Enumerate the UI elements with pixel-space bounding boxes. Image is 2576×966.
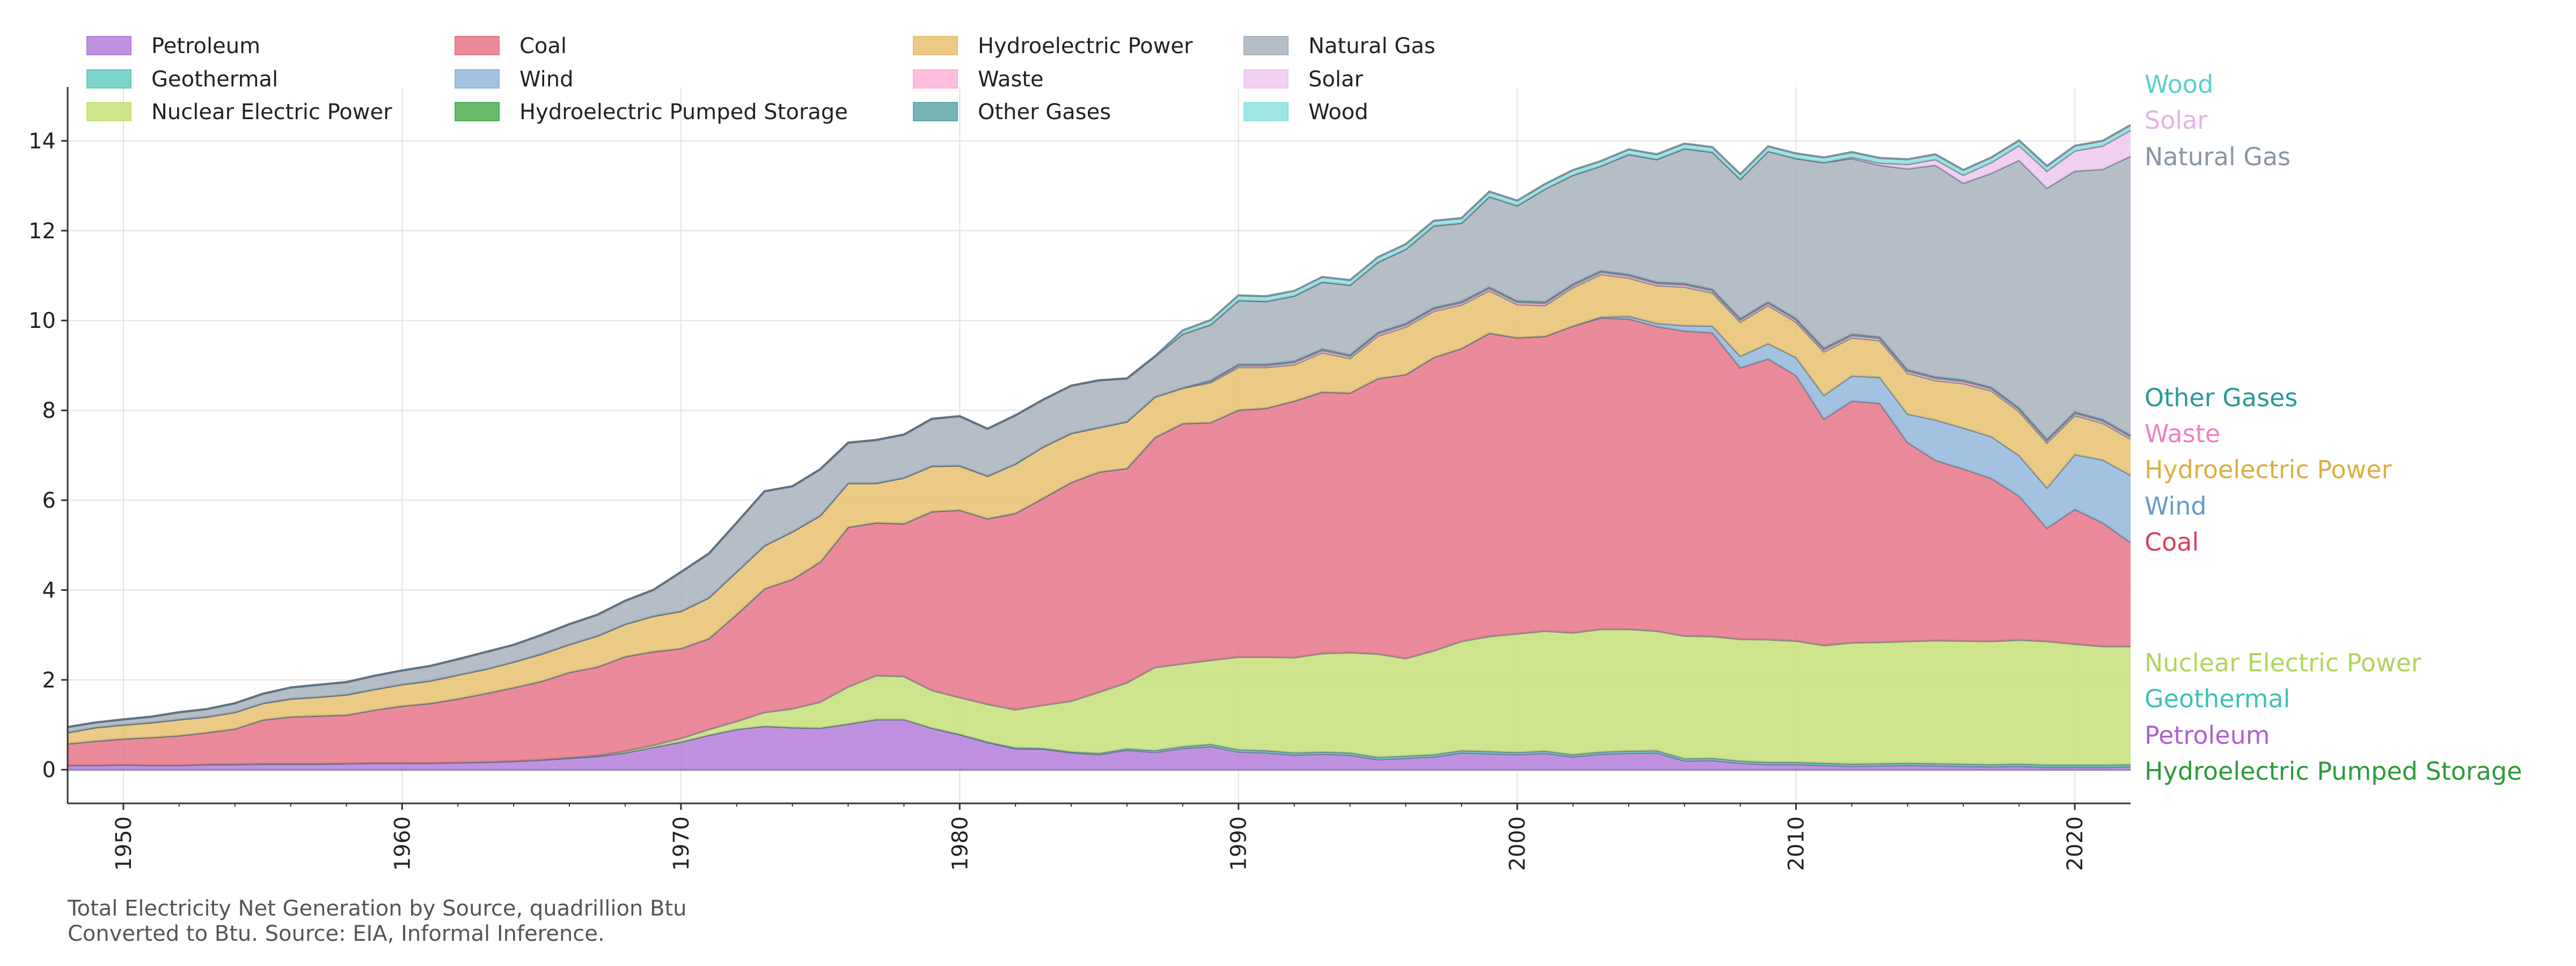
y-tick-label: 14	[28, 129, 56, 153]
end-label-waste: Waste	[2145, 419, 2220, 448]
tick-labels: 0 2 4 6 8 10 12 14 1950 1960 1970 1980 1990 2000 2010 2…	[28, 129, 2088, 870]
y-tick-label: 6	[42, 488, 56, 513]
legend-label-wind: Wind	[519, 67, 574, 92]
y-tick-label: 2	[42, 668, 56, 693]
area-petroleum	[68, 719, 2131, 770]
y-tick-label: 0	[42, 758, 56, 782]
area-edge-wood	[67, 124, 2131, 728]
area-natural-gas	[68, 148, 2131, 733]
legend-swatch-hydroelectric-power	[913, 36, 958, 55]
x-tick-label: 2000	[1505, 816, 1530, 871]
x-tick-label: 1960	[390, 816, 415, 871]
legend-swatch-natural-gas	[1243, 36, 1289, 55]
end-label-hydroelectric-power: Hydroelectric Power	[2145, 455, 2392, 484]
legend-label-natural-gas: Natural Gas	[1308, 34, 1436, 58]
legend-swatch-hydroelectric-pumped-storage	[455, 102, 500, 121]
x-tick-label: 1950	[112, 816, 136, 871]
end-labels: Wood Solar Natural Gas Other Gases Waste Hydr…	[2145, 70, 2522, 786]
legend-swatch-waste	[913, 69, 958, 89]
y-tick-label: 12	[28, 219, 56, 244]
legend-swatch-coal	[455, 36, 500, 55]
legend-swatch-petroleum	[86, 36, 131, 55]
y-tick-label: 10	[28, 309, 56, 333]
legend-label-solar: Solar	[1308, 67, 1363, 92]
end-label-solar: Solar	[2145, 106, 2207, 135]
end-label-coal: Coal	[2145, 528, 2199, 557]
end-label-nuclear-electric-power: Nuclear Electric Power	[2145, 648, 2421, 677]
area-nuclear-electric-power	[68, 629, 2131, 765]
end-label-hydroelectric-pumped-storage: Hydroelectric Pumped Storage	[2145, 757, 2522, 786]
end-label-petroleum: Petroleum	[2145, 721, 2270, 750]
legend-label-nuclear-electric-power: Nuclear Electric Power	[151, 100, 392, 125]
x-tick-label: 2010	[1784, 816, 1809, 871]
x-tick-label: 1980	[948, 816, 972, 871]
legend-label-waste: Waste	[978, 67, 1044, 92]
end-label-wind: Wind	[2145, 492, 2207, 521]
x-tick-label: 1970	[669, 816, 694, 871]
legend: Petroleum Geothermal Nuclear Electric Powe…	[86, 34, 1436, 125]
end-label-natural-gas: Natural Gas	[2145, 142, 2290, 171]
legend-label-hydroelectric-power: Hydroelectric Power	[978, 34, 1193, 58]
legend-swatch-wind	[455, 69, 500, 89]
legend-label-wood: Wood	[1308, 100, 1368, 125]
caption-line-1: Total Electricity Net Generation by Sour…	[67, 896, 686, 921]
caption-line-2: Converted to Btu. Source: EIA, Informal …	[68, 921, 605, 946]
x-tick-label: 2020	[2063, 816, 2088, 871]
legend-label-hydroelectric-pumped-storage: Hydroelectric Pumped Storage	[519, 100, 848, 125]
legend-swatch-wood	[1243, 102, 1289, 121]
legend-swatch-other-gases	[913, 102, 958, 121]
end-label-other-gases: Other Gases	[2145, 383, 2297, 412]
end-label-geothermal: Geothermal	[2145, 684, 2290, 713]
stacked-areas	[67, 124, 2132, 771]
legend-label-petroleum: Petroleum	[151, 34, 260, 58]
end-label-wood: Wood	[2145, 70, 2213, 99]
legend-label-geothermal: Geothermal	[151, 67, 278, 92]
area-coal	[68, 318, 2131, 765]
caption: Total Electricity Net Generation by Sour…	[67, 896, 686, 946]
y-tick-label: 4	[42, 578, 56, 603]
legend-swatch-nuclear-electric-power	[86, 102, 131, 121]
legend-label-other-gases: Other Gases	[978, 100, 1111, 125]
x-tick-label: 1990	[1227, 816, 1252, 871]
y-tick-label: 8	[42, 399, 56, 423]
legend-swatch-geothermal	[86, 69, 131, 89]
axes	[67, 87, 2131, 804]
legend-label-coal: Coal	[519, 34, 567, 58]
legend-swatch-solar	[1243, 69, 1289, 89]
